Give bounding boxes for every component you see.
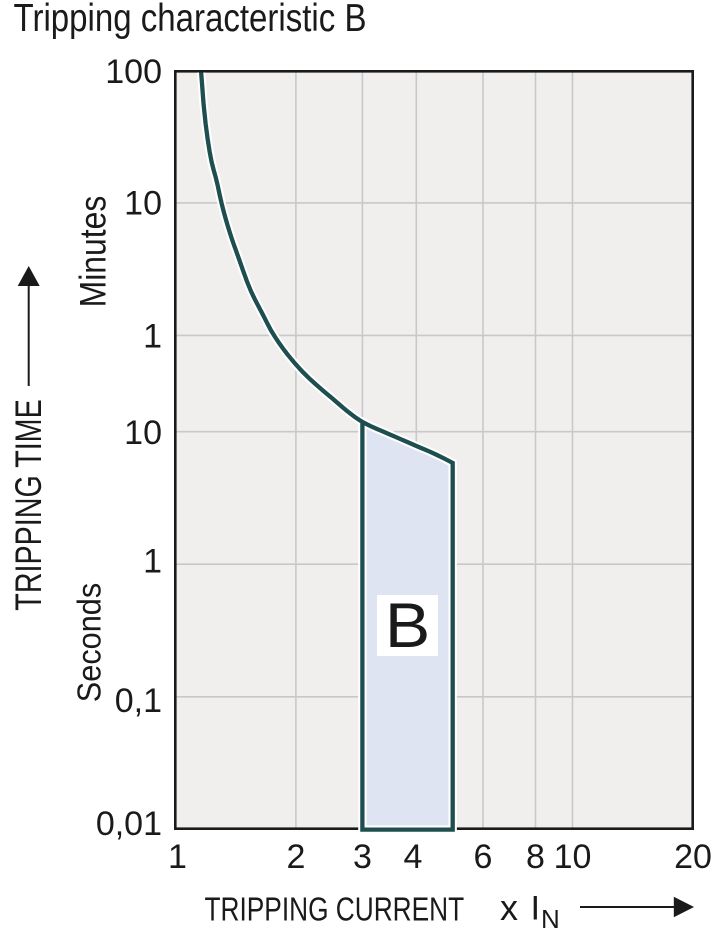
svg-text:B: B [385, 590, 430, 660]
svg-text:6: 6 [474, 838, 493, 876]
svg-text:1: 1 [168, 838, 187, 876]
svg-text:8: 8 [526, 838, 545, 876]
svg-text:10: 10 [554, 838, 592, 876]
svg-text:Minutes: Minutes [73, 196, 114, 308]
svg-text:I: I [531, 890, 541, 928]
svg-text:10: 10 [124, 185, 162, 223]
svg-text:TRIPPING TIME: TRIPPING TIME [8, 399, 50, 610]
svg-text:Seconds: Seconds [70, 583, 107, 702]
svg-text:N: N [541, 904, 560, 934]
svg-text:x: x [500, 887, 518, 928]
svg-text:20: 20 [674, 838, 712, 876]
svg-text:Tripping characteristic B: Tripping characteristic B [14, 0, 367, 40]
svg-text:TRIPPING CURRENT: TRIPPING CURRENT [205, 892, 465, 929]
svg-text:10: 10 [124, 414, 162, 452]
svg-text:100: 100 [105, 53, 162, 91]
svg-text:3: 3 [353, 838, 372, 876]
svg-text:2: 2 [286, 838, 305, 876]
svg-text:4: 4 [404, 838, 423, 876]
svg-text:1: 1 [143, 543, 162, 581]
svg-text:0,01: 0,01 [96, 805, 162, 843]
svg-text:0,1: 0,1 [115, 682, 162, 720]
svg-text:1: 1 [143, 318, 162, 356]
